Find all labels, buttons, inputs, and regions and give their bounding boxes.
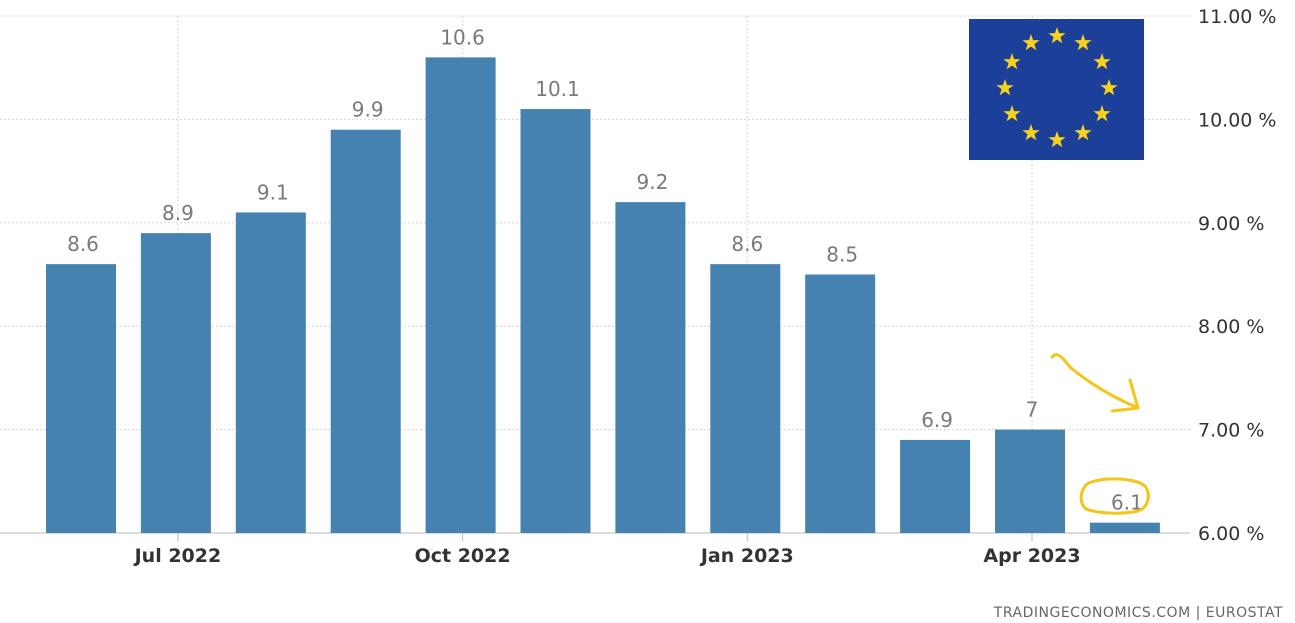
bar — [805, 274, 876, 533]
star-icon — [1074, 34, 1092, 51]
star-icon — [1048, 131, 1066, 148]
value-labels: 8.68.99.19.910.610.19.28.6 8.56.9 76.1 — [67, 25, 1143, 514]
bar — [330, 129, 401, 534]
eu-flag-image — [969, 19, 1144, 160]
data-label: 8.6 — [67, 232, 99, 256]
star-icon — [1074, 124, 1092, 141]
star-icon — [1022, 34, 1040, 51]
star-icon — [1093, 53, 1111, 70]
y-tick-label: 10.00 % — [1198, 109, 1277, 131]
y-tick-label: 8.00 % — [1198, 316, 1264, 338]
y-tick-label: 11.00 % — [1198, 6, 1277, 28]
x-tick-label: Apr 2023 — [983, 545, 1080, 567]
y-tick-label: 6.00 % — [1198, 523, 1264, 545]
data-label: 9.9 — [352, 98, 384, 122]
star-icon — [1022, 124, 1040, 141]
bar — [1089, 522, 1160, 533]
x-tick-label: Oct 2022 — [415, 545, 511, 567]
data-label: 10.1 — [535, 77, 580, 101]
data-label: 9.2 — [636, 170, 668, 194]
bar — [425, 57, 496, 534]
star-icon — [1100, 79, 1118, 96]
bar — [615, 202, 686, 533]
y-axis: 6.00 % 7.00 % 8.00 % 9.00 % 10.00 % 11.00 % — [1198, 6, 1277, 545]
x-axis: Jul 2022 Oct 2022 Jan 2023 Apr 2023 — [133, 533, 1081, 567]
eu-flag-stars — [996, 27, 1118, 148]
y-tick-label: 7.00 % — [1198, 420, 1264, 442]
data-label: 8.9 — [162, 201, 194, 225]
star-icon — [1003, 105, 1021, 122]
star-icon — [1003, 53, 1021, 70]
bar — [520, 109, 591, 533]
y-tick-label: 9.00 % — [1198, 213, 1264, 235]
bar — [710, 264, 781, 533]
bar — [140, 233, 211, 533]
source-credit: TRADINGECONOMICS.COM | EUROSTAT — [993, 605, 1283, 621]
bar — [995, 429, 1065, 533]
x-tick-label: Jul 2022 — [133, 545, 222, 567]
bar — [900, 439, 971, 533]
x-tick-label: Jan 2023 — [699, 545, 794, 567]
annotation-circle — [1079, 477, 1150, 515]
bar — [235, 212, 306, 533]
data-label: 7 — [1026, 398, 1039, 422]
annotation-arrow — [1050, 353, 1140, 413]
star-icon — [1048, 27, 1066, 44]
data-label: 8.5 — [826, 243, 858, 267]
star-icon — [1093, 105, 1111, 122]
star-icon — [996, 79, 1014, 96]
bar — [46, 264, 116, 533]
bars — [46, 57, 1160, 534]
data-label: 6.9 — [921, 408, 953, 432]
data-label: 9.1 — [257, 180, 289, 204]
data-label: 8.6 — [731, 232, 763, 256]
data-label: 10.6 — [440, 25, 485, 49]
